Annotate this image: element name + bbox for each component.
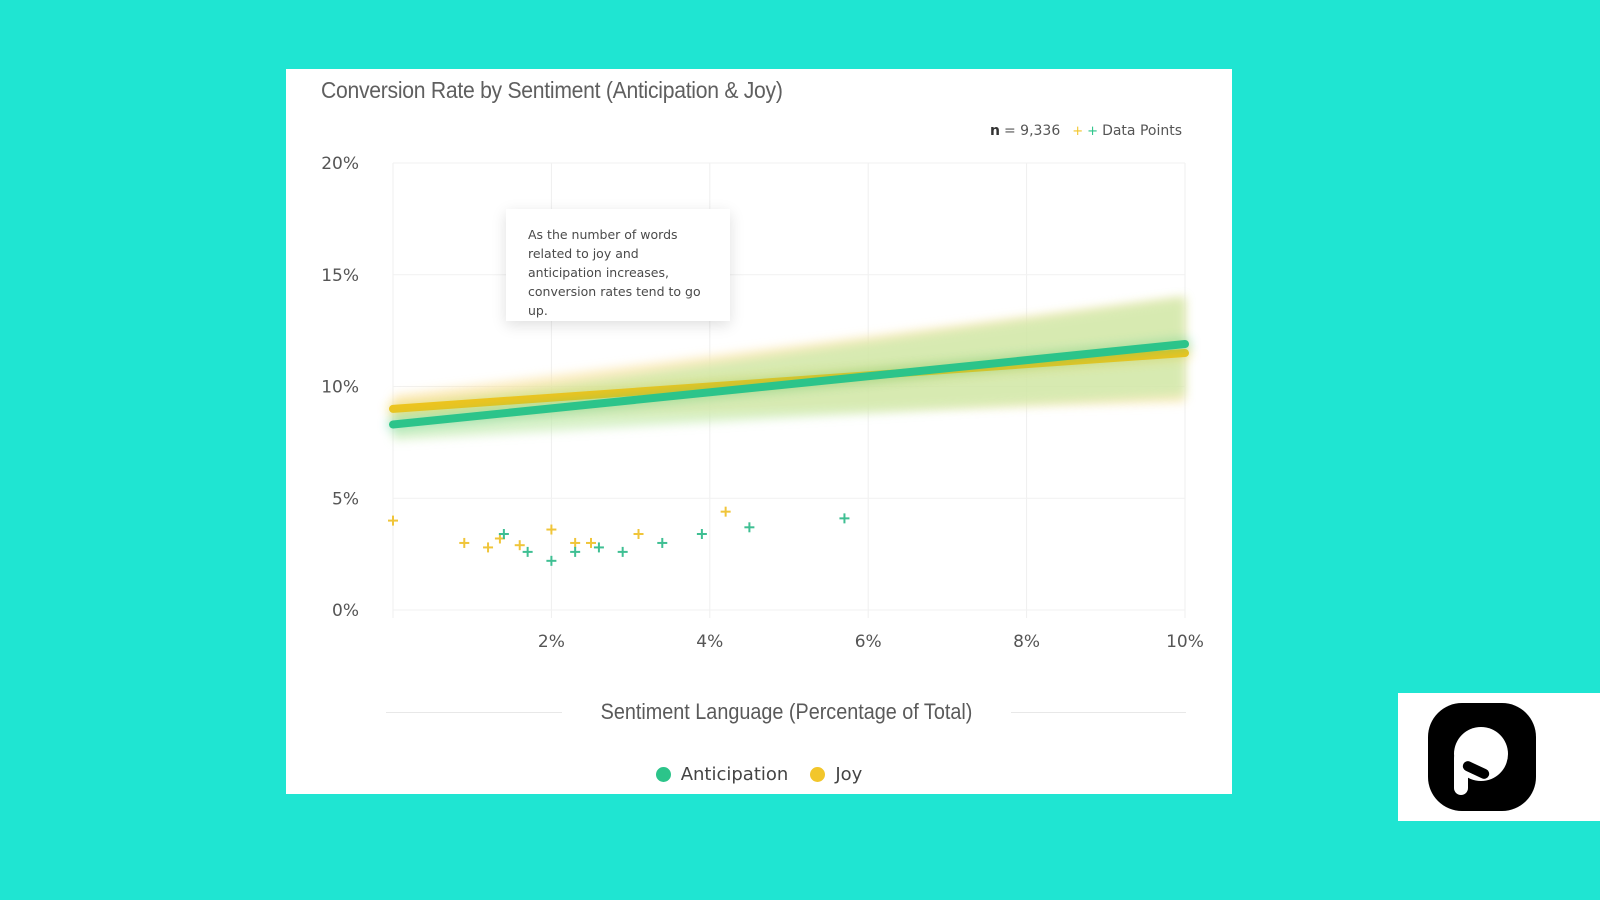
- x-tick-label: 10%: [1166, 632, 1204, 652]
- legend-label-anticipation: Anticipation: [680, 764, 789, 785]
- plus-marker-icon: [744, 522, 755, 533]
- n-label: n: [990, 123, 1000, 139]
- plus-marker-icon: [459, 537, 470, 548]
- x-tick-label: 2%: [538, 632, 565, 652]
- trend-lines: [386, 337, 1192, 432]
- y-tick-label: 10%: [321, 378, 359, 398]
- plus-marker-yellow-icon: +: [1072, 123, 1084, 139]
- x-axis-ticks: 2% 4% 6% 8% 10%: [538, 632, 1204, 652]
- plus-marker-icon: [570, 537, 581, 548]
- x-tick-label: 6%: [855, 632, 882, 652]
- x-tick-label: 4%: [696, 632, 723, 652]
- y-tick-label: 20%: [321, 154, 359, 174]
- plus-marker-icon: [633, 529, 644, 540]
- chart-legend: Anticipation Joy: [286, 764, 1232, 785]
- legend-label-joy: Joy: [835, 764, 863, 785]
- trend-line-anticipation: [389, 340, 1189, 429]
- legend-dot-joy-icon: [810, 767, 826, 782]
- brand-p-logo-icon: [1428, 703, 1536, 811]
- n-value: = 9,336: [1003, 123, 1061, 139]
- plus-marker-icon: [388, 515, 398, 526]
- legend-dot-anticipation-icon: [655, 767, 671, 782]
- y-axis-ticks: 0% 5% 10% 15% 20%: [321, 154, 359, 621]
- legend-item-anticipation[interactable]: Anticipation: [655, 764, 789, 785]
- divider-left: [386, 711, 562, 713]
- plus-marker-green-icon: +: [1087, 123, 1099, 139]
- sample-size-badge: n = 9,336 + + Data Points: [990, 123, 1182, 139]
- annotation-callout: As the number of words related to joy an…: [506, 209, 730, 321]
- plus-marker-icon: [546, 555, 557, 566]
- plus-marker-icon: [546, 524, 557, 535]
- data-points: [388, 506, 850, 566]
- chart-card: Conversion Rate by Sentiment (Anticipati…: [286, 69, 1232, 794]
- x-axis-title: Sentiment Language (Percentage of Total): [600, 699, 972, 724]
- plus-marker-icon: [483, 542, 494, 553]
- plus-marker-icon: [657, 537, 668, 548]
- divider-right: [1010, 711, 1187, 713]
- plus-marker-icon: [498, 529, 509, 540]
- plus-marker-icon: [720, 506, 731, 517]
- x-tick-label: 8%: [1013, 632, 1040, 652]
- y-tick-label: 15%: [321, 266, 359, 286]
- plus-marker-icon: [593, 542, 604, 553]
- y-tick-label: 0%: [332, 601, 359, 621]
- plus-marker-icon: [514, 540, 525, 551]
- brand-logo-box: [1398, 693, 1600, 821]
- data-points-label: Data Points: [1102, 123, 1182, 139]
- y-tick-label: 5%: [332, 489, 359, 509]
- plus-marker-icon: [570, 546, 581, 557]
- plus-marker-icon: [696, 529, 707, 540]
- legend-item-joy[interactable]: Joy: [810, 764, 862, 785]
- x-axis-title-row: Sentiment Language (Percentage of Total): [386, 699, 1187, 725]
- scatter-plot: 0% 5% 10% 15% 20% 2% 4% 6% 8% 10%: [321, 154, 1204, 652]
- plus-marker-icon: [586, 537, 596, 548]
- plus-marker-icon: [522, 546, 533, 557]
- plus-marker-icon: [839, 513, 850, 524]
- chart-title: Conversion Rate by Sentiment (Anticipati…: [321, 77, 783, 103]
- plus-marker-icon: [617, 546, 628, 557]
